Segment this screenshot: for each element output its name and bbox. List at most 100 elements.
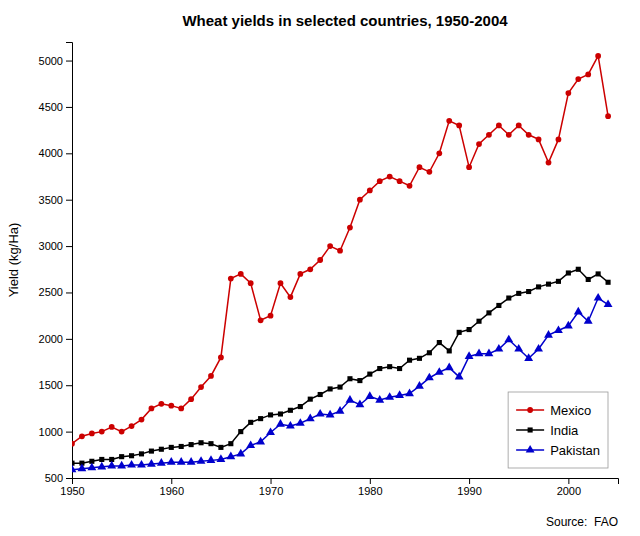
point xyxy=(407,358,412,363)
point xyxy=(476,141,482,147)
point xyxy=(516,123,522,129)
point xyxy=(446,118,452,124)
point xyxy=(375,395,384,403)
marks xyxy=(72,53,613,472)
point xyxy=(457,330,462,335)
point xyxy=(119,454,124,459)
y-tick-label: 2500 xyxy=(39,286,63,298)
point xyxy=(326,410,335,418)
point xyxy=(246,440,255,448)
legend-symbol xyxy=(526,445,535,453)
point xyxy=(526,132,532,138)
y-tick-label: 1500 xyxy=(39,379,63,391)
x-tick: 2000 xyxy=(557,478,581,497)
y-tick: 1500 xyxy=(39,379,72,391)
point xyxy=(427,169,433,175)
point xyxy=(79,433,85,439)
point xyxy=(276,419,285,427)
y-tick-mark xyxy=(66,385,72,386)
series-line xyxy=(72,298,608,470)
x-axis-line xyxy=(73,479,619,485)
point xyxy=(355,400,364,408)
point xyxy=(278,280,284,286)
point xyxy=(188,396,194,402)
point xyxy=(485,349,494,357)
point xyxy=(77,464,86,472)
point xyxy=(437,340,442,345)
point xyxy=(494,344,503,352)
point xyxy=(198,384,204,390)
y-tick-label: 4500 xyxy=(39,101,63,113)
point xyxy=(367,188,373,194)
legend-symbol xyxy=(528,427,533,432)
x-tick-label: 1960 xyxy=(160,485,184,497)
legend-label: India xyxy=(550,423,579,438)
point xyxy=(316,409,325,417)
y-tick-label: 2000 xyxy=(39,333,63,345)
y-axis-title: Yield (kg/Ha) xyxy=(6,223,21,298)
point xyxy=(177,457,186,465)
point xyxy=(218,445,223,450)
point xyxy=(137,460,146,468)
point xyxy=(554,325,563,333)
x-axis: 195019601970198019902000 xyxy=(60,478,618,497)
point xyxy=(288,408,293,413)
point xyxy=(425,373,434,381)
legend-label: Pakistan xyxy=(550,443,600,458)
point xyxy=(556,137,562,143)
point xyxy=(268,412,273,417)
point xyxy=(99,457,104,462)
point xyxy=(228,276,234,282)
x-tick: 1970 xyxy=(259,478,283,497)
point xyxy=(317,257,323,263)
point xyxy=(546,160,552,166)
point xyxy=(387,364,392,369)
point xyxy=(258,416,263,421)
legend-item: Pakistan xyxy=(516,443,600,458)
point xyxy=(87,463,96,471)
point xyxy=(238,271,244,277)
y-axis-line xyxy=(66,43,73,479)
point xyxy=(514,344,523,352)
point xyxy=(248,280,254,286)
x-tick-mark xyxy=(271,478,272,484)
point xyxy=(565,90,571,96)
y-tick-mark xyxy=(66,339,72,340)
y-tick-mark xyxy=(66,432,72,433)
point xyxy=(72,441,75,447)
x-tick: 1990 xyxy=(457,478,481,497)
point xyxy=(286,421,295,429)
point xyxy=(405,388,414,396)
y-tick: 5000 xyxy=(39,55,72,67)
point xyxy=(268,313,274,319)
chart: 1950196019701980199020005001000150020002… xyxy=(0,0,640,536)
point xyxy=(377,366,382,371)
point xyxy=(168,403,174,409)
x-tick-label: 1980 xyxy=(358,485,382,497)
y-tick: 2000 xyxy=(39,333,72,345)
point xyxy=(435,367,444,375)
point xyxy=(496,303,501,308)
x-tick-mark xyxy=(469,478,470,484)
point xyxy=(119,429,125,435)
point xyxy=(266,427,275,435)
point xyxy=(139,451,144,456)
y-tick: 500 xyxy=(45,472,72,484)
point xyxy=(199,440,204,445)
legend-frame xyxy=(508,392,608,468)
point xyxy=(556,279,561,284)
point xyxy=(436,150,442,156)
point xyxy=(415,381,424,389)
point xyxy=(97,462,106,470)
point xyxy=(347,225,353,231)
y-tick: 1000 xyxy=(39,426,72,438)
point xyxy=(189,442,194,447)
point xyxy=(298,404,303,409)
y-tick-mark xyxy=(66,61,72,62)
point xyxy=(216,454,225,462)
point xyxy=(594,293,603,301)
point xyxy=(596,271,601,276)
y-tick-label: 3000 xyxy=(39,240,63,252)
point xyxy=(574,307,583,315)
point xyxy=(167,457,176,465)
